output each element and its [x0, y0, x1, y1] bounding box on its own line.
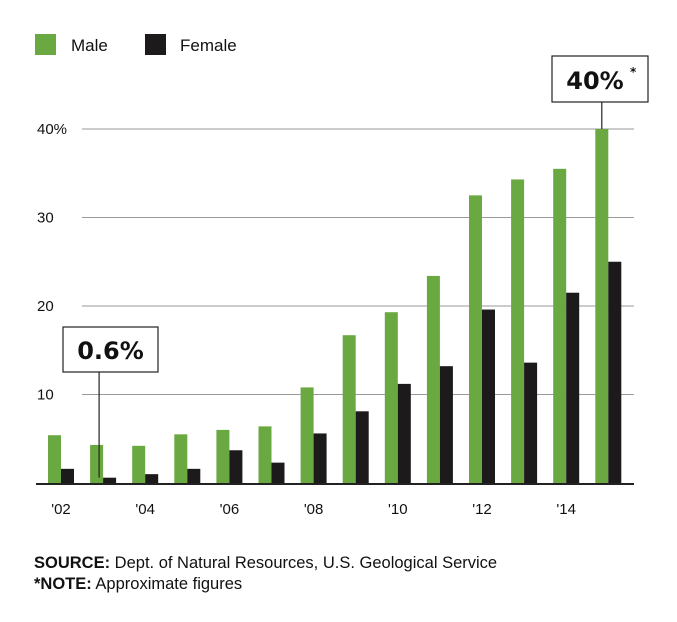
- bar-female-2007: [271, 462, 285, 483]
- legend-label-female: Female: [180, 36, 237, 55]
- source-line: SOURCE: Dept. of Natural Resources, U.S.…: [34, 553, 497, 574]
- y-tick-label: 10: [37, 387, 54, 404]
- bar-female-2003: [103, 477, 117, 483]
- note-line: *NOTE: Approximate figures: [34, 574, 497, 595]
- footer: SOURCE: Dept. of Natural Resources, U.S.…: [34, 553, 497, 595]
- bar-female-2015: [608, 261, 622, 483]
- bar-male-2005: [174, 434, 188, 483]
- bar-female-2012: [482, 309, 495, 483]
- bar-male-2015: [595, 129, 609, 483]
- bar-male-2009: [342, 335, 356, 483]
- bar-male-2014: [553, 168, 567, 483]
- bar-female-2013: [524, 362, 538, 483]
- y-tick-label: 40%: [37, 121, 67, 138]
- bar-female-2008: [313, 433, 327, 483]
- source-text: Dept. of Natural Resources, U.S. Geologi…: [110, 554, 498, 572]
- x-tick-label: '14: [556, 501, 576, 518]
- bar-male-2013: [511, 179, 525, 483]
- bar-male-2010: [384, 312, 398, 483]
- chart: Male Female 10 20 30 40% '02 '04 '06 '08 '10 '12…: [35, 34, 649, 518]
- legend-swatch-female: [145, 34, 166, 55]
- bar-female-2004: [145, 474, 159, 483]
- bar-female-2011: [439, 366, 453, 483]
- bar-male-2004: [132, 445, 146, 483]
- callouts: 0.6% 40% *: [62, 55, 649, 478]
- bar-male-2012: [469, 195, 482, 483]
- x-tick-label: '08: [304, 501, 324, 518]
- legend-label-male: Male: [71, 36, 108, 55]
- source-label: SOURCE:: [34, 554, 111, 572]
- bar-male-2007: [258, 426, 272, 483]
- bar-female-2005: [187, 468, 201, 483]
- y-tick-label: 20: [37, 298, 54, 315]
- x-axis: '02 '04 '06 '08 '10 '12 '14: [36, 483, 634, 518]
- callout-label: 0.6%: [77, 337, 144, 365]
- bar-male-2008: [300, 387, 314, 483]
- bar-female-2002: [61, 468, 74, 483]
- note-text: Approximate figures: [91, 575, 243, 593]
- bar-female-2006: [229, 450, 243, 483]
- y-axis-ticks: 10 20 30 40%: [37, 121, 67, 404]
- bars: [48, 129, 622, 483]
- legend-swatch-male: [35, 34, 56, 55]
- x-tick-label: '10: [388, 501, 408, 518]
- bar-male-2002: [48, 435, 61, 483]
- callout-label: 40%: [566, 67, 623, 95]
- callout-box: [62, 326, 159, 373]
- note-label: *NOTE:: [34, 575, 92, 593]
- x-tick-label: '06: [220, 501, 240, 518]
- x-tick-label: '12: [472, 501, 492, 518]
- bar-male-2011: [426, 275, 440, 483]
- bar-female-2009: [355, 411, 369, 483]
- x-tick-label: '02: [51, 501, 71, 518]
- bar-female-2010: [397, 383, 411, 483]
- y-tick-label: 30: [37, 210, 54, 227]
- callout-asterisk: *: [630, 65, 637, 79]
- gridlines: [82, 128, 634, 395]
- x-tick-label: '04: [135, 501, 155, 518]
- bar-male-2003: [90, 444, 104, 483]
- bar-female-2014: [566, 292, 580, 483]
- bar-male-2006: [216, 429, 230, 483]
- legend: Male Female: [35, 34, 237, 55]
- callout-box: [551, 55, 649, 103]
